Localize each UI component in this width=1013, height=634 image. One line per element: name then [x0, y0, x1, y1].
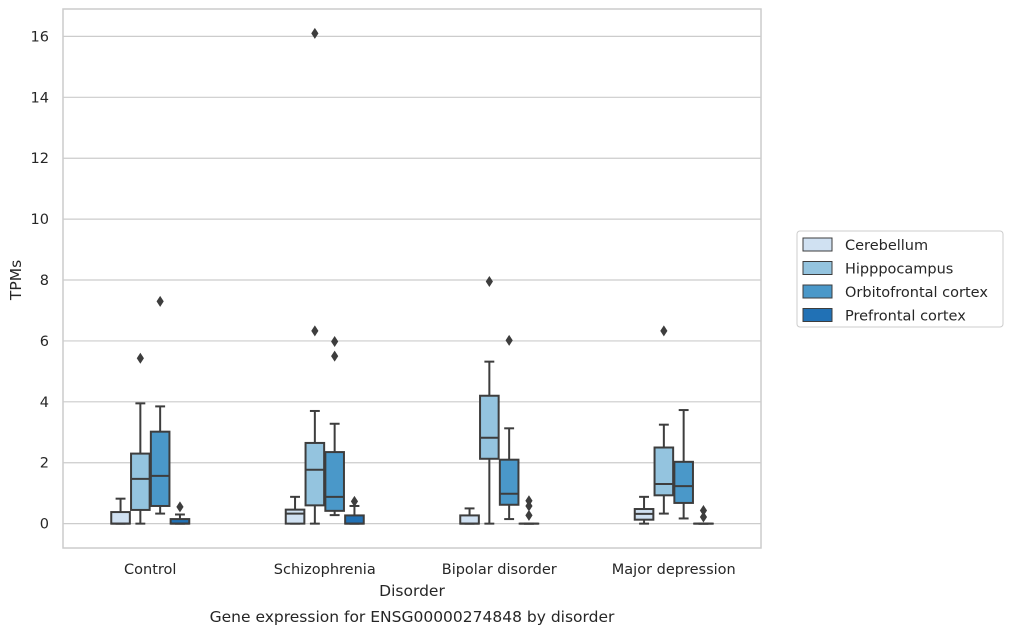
box — [130, 452, 151, 511]
legend-frame — [796, 230, 1004, 328]
legend-label: Hipppocampus — [845, 262, 953, 278]
legend-label: Prefrontal cortex — [845, 309, 966, 325]
legend-swatch — [802, 237, 833, 252]
y-tick-label: 8 — [40, 273, 49, 289]
outlier-point — [311, 27, 319, 39]
outlier-point — [156, 295, 164, 307]
legend-swatch — [802, 261, 833, 275]
legend-label: Orbitofrontal cortex — [845, 285, 988, 301]
y-axis-label: TPMs — [7, 260, 25, 301]
legend-label: Cerebellum — [845, 238, 928, 254]
outlier-point — [505, 334, 513, 346]
outlier-point — [660, 325, 668, 337]
grid-lines — [63, 35, 761, 525]
y-tick-label: 14 — [31, 90, 49, 106]
outlier-point — [176, 501, 184, 513]
box — [673, 460, 694, 504]
plot-frame — [62, 8, 762, 549]
box — [498, 458, 520, 506]
x-axis-label: Disorder — [379, 582, 445, 600]
outlier-point — [311, 325, 319, 337]
y-tick-label: 2 — [40, 456, 49, 472]
box — [304, 441, 326, 507]
x-tick-labels: Control Schizophrenia Bipolar disorder Majo… — [124, 562, 736, 578]
outlier-point — [350, 495, 359, 507]
box — [149, 430, 171, 507]
outlier-point — [136, 352, 144, 364]
x-tick-label: Major depression — [612, 562, 736, 578]
box — [324, 451, 345, 512]
outlier-point — [331, 336, 339, 348]
y-tick-label: 16 — [31, 29, 49, 45]
legend: Cerebellum Hipppocampus Orbitofrontal cort… — [796, 230, 1004, 328]
y-tick-label: 10 — [31, 212, 49, 228]
box — [653, 446, 675, 497]
box — [284, 508, 306, 525]
y-tick-label: 0 — [40, 517, 49, 533]
outlier-point — [525, 495, 533, 507]
y-tick-labels: 0 2 4 6 8 10 12 14 16 — [31, 29, 49, 532]
y-tick-label: 12 — [31, 151, 49, 167]
outlier-point — [699, 511, 708, 523]
box — [344, 514, 365, 525]
outlier-point — [525, 509, 533, 521]
x-tick-label: Bipolar disorder — [442, 562, 557, 578]
outlier-point — [331, 350, 339, 362]
x-tick-label: Schizophrenia — [274, 562, 376, 578]
box-plot-series — [110, 27, 714, 525]
outlier-point — [699, 505, 708, 517]
x-tick-label: Control — [124, 562, 176, 578]
chart-caption: Gene expression for ENSG00000274848 by d… — [210, 608, 615, 626]
legend-swatch — [802, 284, 833, 299]
box — [459, 514, 480, 525]
y-tick-label: 4 — [40, 395, 49, 411]
box — [110, 511, 131, 525]
box — [479, 394, 500, 460]
y-tick-label: 6 — [40, 334, 49, 350]
legend-swatch — [802, 308, 833, 322]
outlier-point — [485, 276, 493, 288]
